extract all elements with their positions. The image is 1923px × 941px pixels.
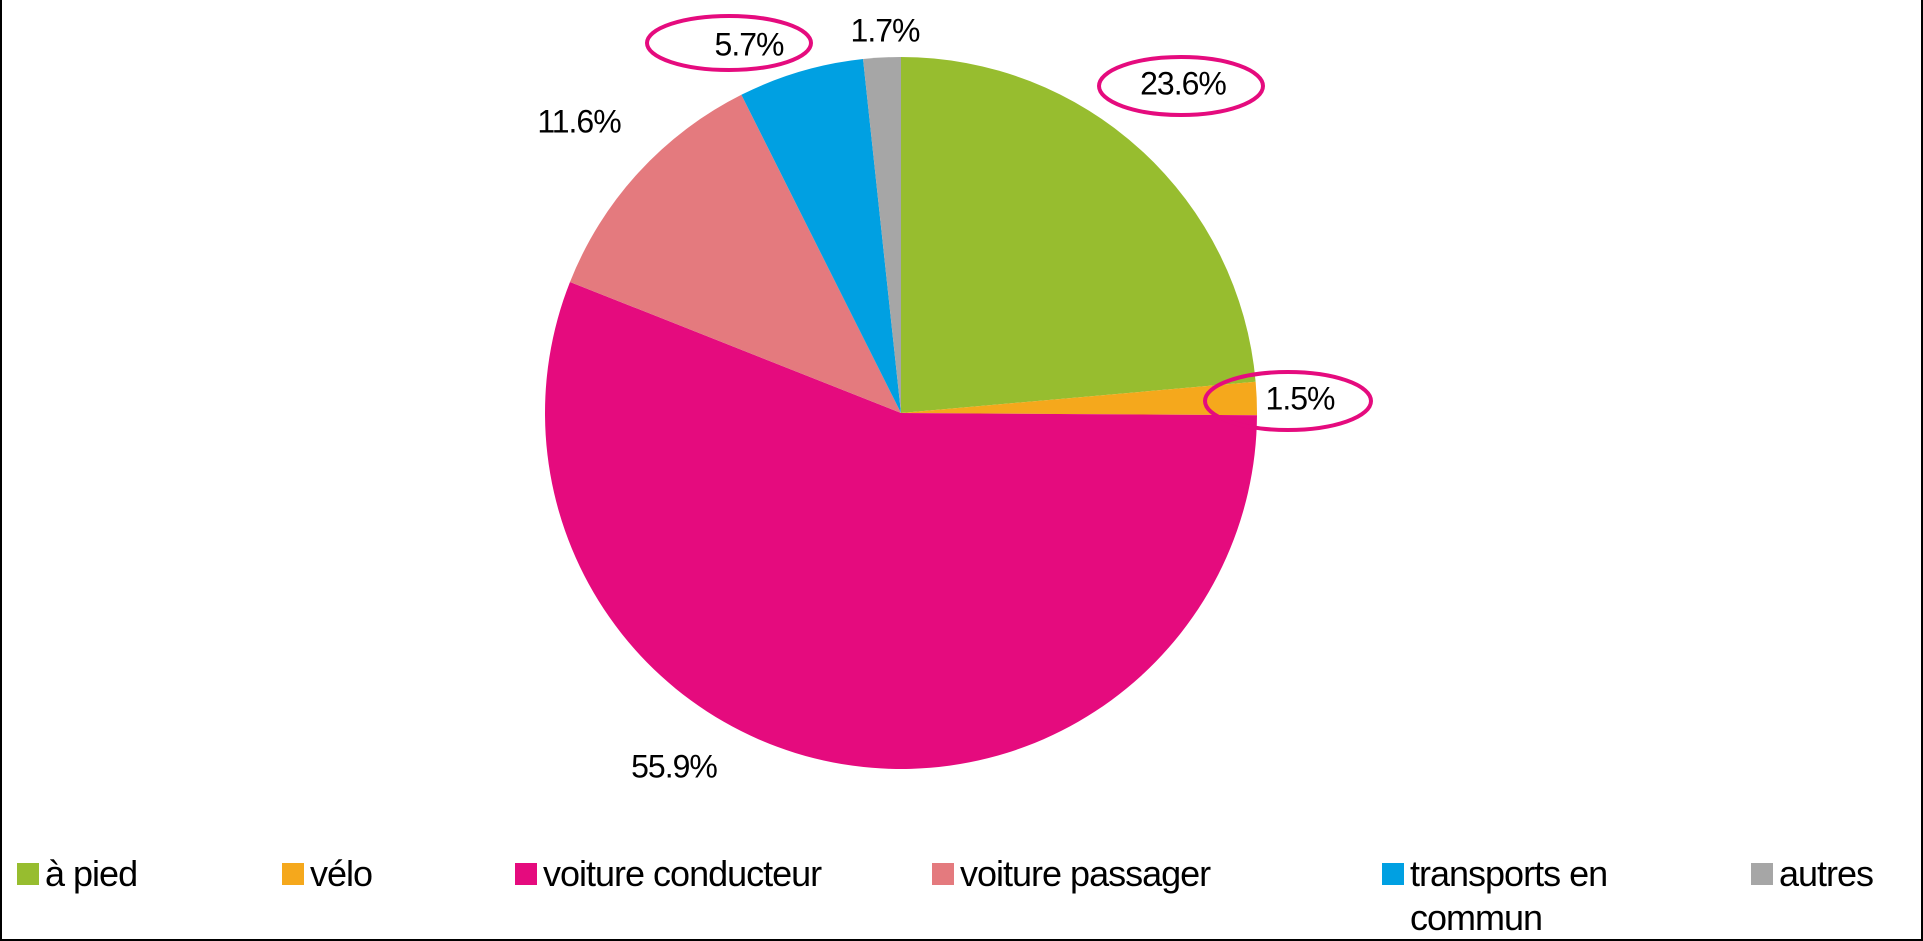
data-label: 55.9% (631, 748, 717, 784)
data-label: 1.5% (1266, 380, 1335, 416)
legend-item: vélo (282, 852, 373, 896)
legend-item: transports en commun (1382, 852, 1617, 940)
pie-slice (901, 57, 1256, 413)
legend-item: autres (1751, 852, 1874, 896)
highlight-ring (1203, 370, 1373, 432)
pie-slice (901, 381, 1257, 416)
data-label: 11.6% (537, 103, 621, 139)
legend-swatch (932, 863, 954, 885)
legend-swatch (1751, 863, 1773, 885)
highlight-ring (1097, 55, 1265, 117)
legend-item: voiture passager (932, 852, 1211, 896)
legend-label: voiture passager (960, 853, 1211, 894)
legend-label: autres (1779, 853, 1874, 894)
legend-label: transports en commun (1410, 853, 1608, 938)
data-label: 1.7% (851, 12, 920, 48)
data-label: 5.7% (715, 26, 784, 62)
legend-label: vélo (310, 853, 373, 894)
pie-slice (741, 59, 901, 413)
legend-swatch (515, 863, 537, 885)
data-label: 23.6% (1140, 65, 1226, 101)
pie-slice (863, 57, 901, 413)
legend-item: à pied (17, 852, 138, 896)
legend-item: voiture conducteur (515, 852, 822, 896)
pie-slice (544, 281, 1257, 770)
legend-label: à pied (45, 853, 138, 894)
highlight-ring (645, 14, 813, 72)
legend-swatch (1382, 863, 1404, 885)
legend-label: voiture conducteur (543, 853, 822, 894)
legend-swatch (17, 863, 39, 885)
pie-slice (569, 94, 901, 413)
legend-swatch (282, 863, 304, 885)
